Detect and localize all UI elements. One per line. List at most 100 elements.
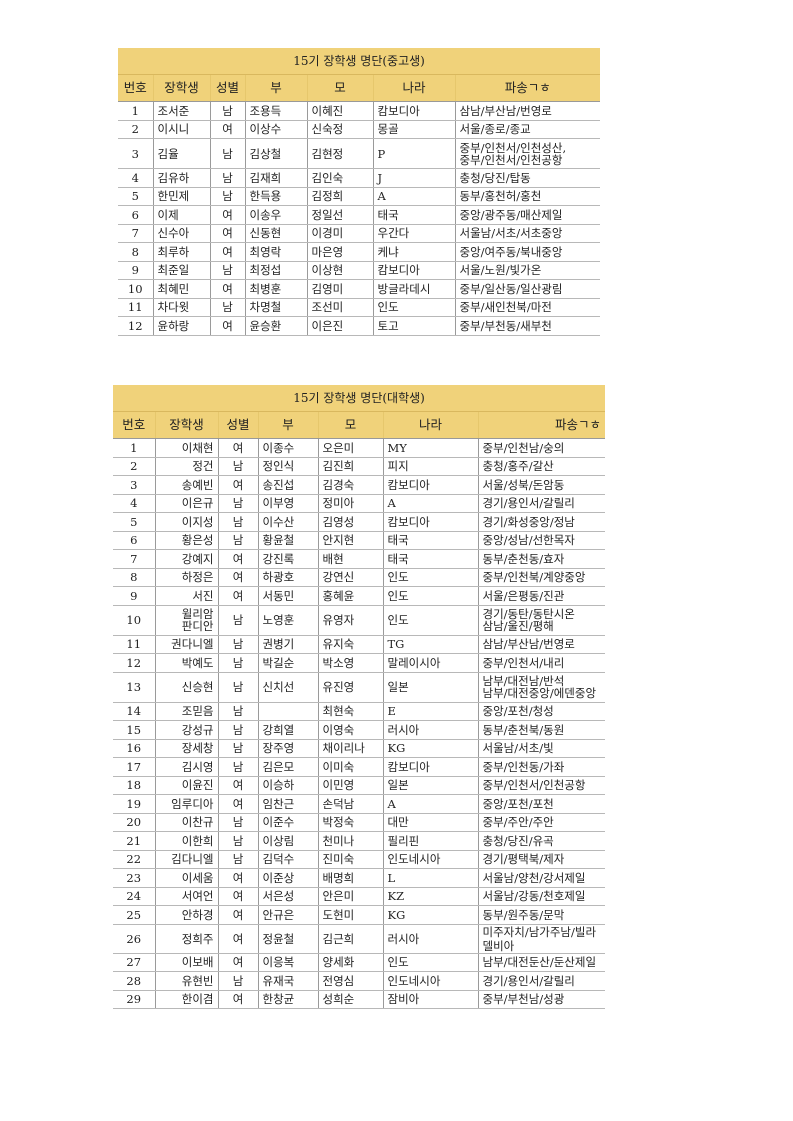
cell-dispatch: 충청/홍주/갈산: [477, 457, 606, 476]
cell-country: 우간다: [372, 224, 455, 243]
cell-number: 6: [113, 531, 155, 550]
cell-country: 캄보디아: [372, 261, 455, 280]
column-header-row: 번호 장학생 성별 부 모 나라 파송ㄱㅎ: [113, 411, 606, 439]
table-row: 25 안하경 여 안규은 도현미 KG 동부/원주동/문막: [113, 905, 606, 925]
table-row: 18 이윤진 여 이승하 이민영 일본 중부/인천서/인천공항: [113, 776, 606, 795]
cell-gender: 여: [217, 990, 258, 1009]
cell-student: 정희주: [154, 924, 218, 954]
cell-number: 9: [118, 261, 153, 280]
cell-mother: 강연신: [317, 568, 383, 587]
cell-number: 2: [113, 457, 155, 476]
cell-student: 조서준: [152, 101, 210, 121]
table-row: 19 임루디아 여 임찬근 손덕남 A 중앙/포천/포천: [113, 794, 606, 814]
cell-dispatch: 서울/종로/종교: [454, 120, 601, 139]
cell-student: 조믿음: [154, 702, 218, 721]
cell-dispatch: 중부/주안/주안: [477, 813, 606, 832]
cell-dispatch: 중부/인천서/인천공항: [477, 776, 606, 795]
cell-student: 정건: [154, 457, 218, 476]
cell-father: 장주영: [257, 739, 318, 758]
cell-country: 태국: [382, 531, 478, 550]
cell-student: 유현빈: [154, 971, 218, 991]
cell-country: P: [372, 138, 455, 169]
cell-gender: 남: [217, 739, 258, 758]
table-row: 1 이채현 여 이종수 오은미 MY 중부/인천남/숭의: [113, 438, 606, 458]
cell-country: 일본: [382, 776, 478, 795]
cell-student: 강성규: [154, 720, 218, 740]
cell-number: 8: [118, 242, 153, 262]
table-row: 4 김유하 남 김재희 김인숙 J 충청/당진/탑동: [118, 168, 601, 188]
cell-father: 김덕수: [257, 850, 318, 869]
table-row: 10 윌리암 판디안 남 노영훈 유영자 인도 경기/동탄/동탄시온 삼남/울진/평해: [113, 605, 606, 636]
cell-number: 10: [118, 279, 153, 299]
cell-father: 김재희: [244, 168, 307, 188]
cell-gender: 여: [209, 205, 245, 225]
cell-gender: 여: [209, 120, 245, 139]
cell-student: 이보배: [154, 953, 218, 972]
cell-student: 윌리암 판디안: [154, 605, 218, 636]
cell-number: 10: [113, 605, 155, 636]
cell-number: 2: [118, 120, 153, 139]
cell-gender: 여: [209, 316, 245, 336]
cell-mother: 양세화: [317, 953, 383, 972]
table-row: 12 박예도 남 박길순 박소영 말레이시아 중부/인천서/내리: [113, 653, 606, 673]
table-title-row: 15기 장학생 명단(대학생): [113, 385, 606, 412]
column-header-number: 번호: [113, 411, 155, 439]
column-header-mother: 모: [317, 411, 383, 439]
cell-gender: 남: [217, 757, 258, 777]
cell-mother: 도현미: [317, 905, 383, 925]
cell-father: 임찬근: [257, 794, 318, 814]
table-row: 9 최준일 남 최정섭 이상현 캄보디아 서울/노원/빛가온: [118, 261, 601, 280]
cell-number: 12: [118, 316, 153, 336]
cell-number: 5: [113, 512, 155, 532]
cell-mother: 김경숙: [317, 475, 383, 495]
cell-mother: 마은영: [306, 242, 373, 262]
cell-number: 20: [113, 813, 155, 832]
column-header-student: 장학생: [152, 74, 210, 102]
table-row: 28 유현빈 남 유재국 전영심 인도네시아 경기/용인서/갈릴리: [113, 971, 606, 991]
cell-student: 김유하: [152, 168, 210, 188]
table-row: 6 이제 여 이송우 정일선 태국 중앙/광주동/매산제일: [118, 205, 601, 225]
cell-number: 14: [113, 702, 155, 721]
cell-dispatch: 경기/용인서/갈릴리: [477, 494, 606, 513]
cell-father: 권병기: [257, 635, 318, 654]
cell-student: 한이겸: [154, 990, 218, 1009]
cell-student: 임루디아: [154, 794, 218, 814]
table-row: 5 한민제 남 한득용 김정희 A 동부/홍천허/홍천: [118, 187, 601, 206]
cell-student: 이채현: [154, 438, 218, 458]
cell-dispatch: 경기/화성중앙/정남: [477, 512, 606, 532]
cell-gender: 여: [217, 475, 258, 495]
cell-student: 권다니엘: [154, 635, 218, 654]
cell-country: 태국: [382, 549, 478, 569]
column-header-dispatch: 파송ㄱㅎ: [477, 411, 606, 439]
table-row: 12 윤하랑 여 윤승환 이은진 토고 중부/부천동/새부천: [118, 316, 601, 336]
cell-father: 강진록: [257, 549, 318, 569]
cell-father: 최영락: [244, 242, 307, 262]
cell-country: E: [382, 702, 478, 721]
cell-student: 김율: [152, 138, 210, 169]
cell-country: 캄보디아: [372, 101, 455, 121]
cell-mother: 이은진: [306, 316, 373, 336]
column-header-country: 나라: [382, 411, 478, 439]
cell-number: 3: [118, 138, 153, 169]
cell-mother: 이상현: [306, 261, 373, 280]
cell-father: 서은성: [257, 887, 318, 906]
cell-country: 인도: [382, 953, 478, 972]
cell-student: 이세움: [154, 868, 218, 888]
cell-student: 최준일: [152, 261, 210, 280]
cell-country: 피지: [382, 457, 478, 476]
cell-father: 이준수: [257, 813, 318, 832]
cell-mother: 손덕남: [317, 794, 383, 814]
cell-dispatch: 서울남/양천/강서제일: [477, 868, 606, 888]
cell-mother: 박소영: [317, 653, 383, 673]
cell-father: 김은모: [257, 757, 318, 777]
cell-mother: 안지현: [317, 531, 383, 550]
cell-student: 이은규: [154, 494, 218, 513]
cell-dispatch: 중앙/광주동/매산제일: [454, 205, 601, 225]
table-row: 2 정건 남 정인식 김진희 피지 충청/홍주/갈산: [113, 457, 606, 476]
cell-student: 김시영: [154, 757, 218, 777]
cell-gender: 남: [217, 635, 258, 654]
cell-dispatch: 중앙/포천/포천: [477, 794, 606, 814]
cell-dispatch: 중부/일산동/일산광림: [454, 279, 601, 299]
cell-gender: 여: [217, 887, 258, 906]
cell-country: 캄보디아: [382, 512, 478, 532]
